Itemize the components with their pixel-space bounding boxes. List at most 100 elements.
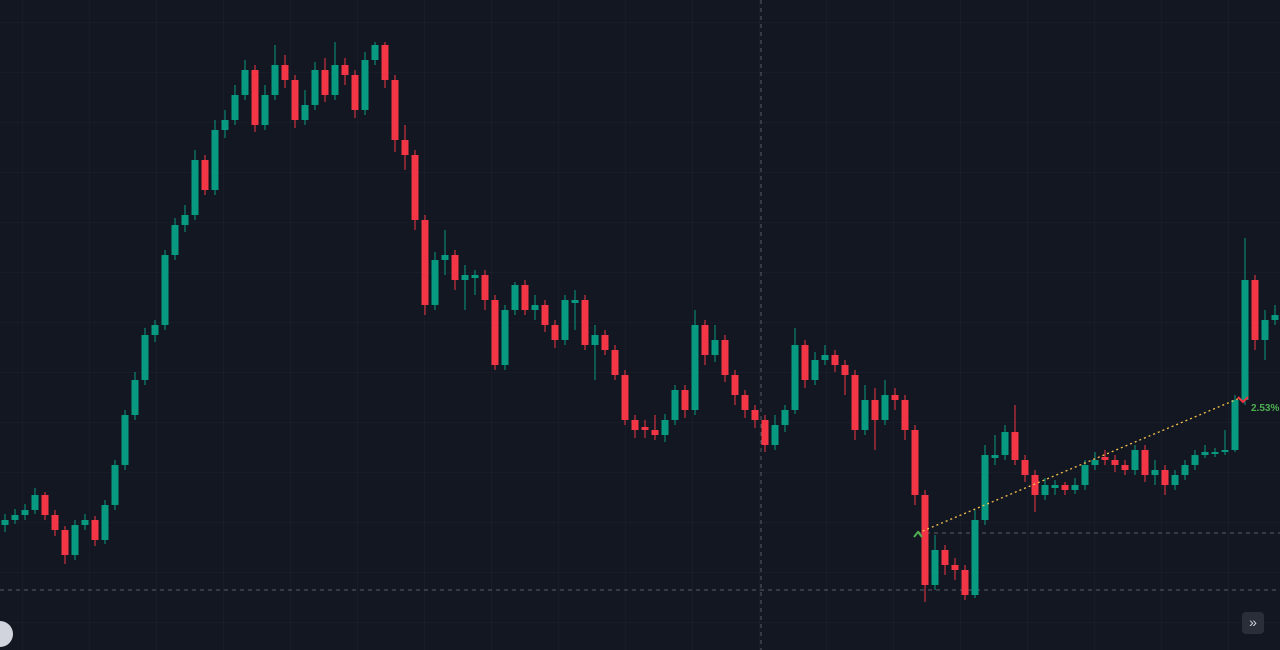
candle-body — [91, 520, 99, 540]
candle-body — [371, 45, 379, 60]
candle-body — [591, 335, 599, 345]
candle-body — [71, 525, 79, 555]
candle-body — [771, 425, 779, 445]
candle-body — [1161, 470, 1169, 485]
candle-body — [581, 300, 589, 345]
candle-body — [1081, 465, 1089, 485]
candle-body — [881, 395, 889, 420]
candle-body — [241, 70, 249, 95]
candle-body — [911, 430, 919, 495]
candle-body — [1131, 450, 1139, 470]
candle-body — [351, 75, 359, 110]
candle-body — [541, 305, 549, 325]
candle-body — [201, 160, 209, 190]
measure-end — [1237, 396, 1249, 404]
candle-body — [141, 335, 149, 380]
candle-body — [1261, 320, 1269, 340]
candle-body — [1231, 400, 1239, 450]
scroll-button[interactable]: » — [1242, 612, 1264, 634]
candle-body — [1121, 465, 1129, 470]
candle-body — [501, 310, 509, 365]
candle-body — [391, 80, 399, 140]
candle-body — [211, 130, 219, 190]
candle-body — [521, 285, 529, 310]
logo — [0, 621, 13, 647]
candle-body — [381, 45, 389, 80]
candle-body — [561, 300, 569, 340]
candle-body — [741, 395, 749, 410]
candle-body — [1191, 455, 1199, 465]
candle-body — [341, 65, 349, 75]
candle-body — [621, 375, 629, 420]
candle-body — [1101, 457, 1109, 460]
candle-body — [531, 305, 539, 310]
candle-body — [21, 510, 29, 515]
candle-body — [441, 255, 449, 260]
candle-body — [361, 60, 369, 110]
candle-body — [981, 455, 989, 520]
candle-body — [871, 400, 879, 420]
candle-body — [861, 400, 869, 430]
candle-body — [601, 335, 609, 350]
candle-body — [891, 395, 899, 400]
measure-label: 2.53% — [1251, 403, 1279, 414]
candle-body — [1051, 485, 1059, 488]
candle-body — [651, 430, 659, 435]
candle-body — [961, 570, 969, 595]
candle-body — [1011, 432, 1019, 460]
candle-body — [151, 325, 159, 335]
candle-body — [481, 275, 489, 300]
candle-body — [821, 355, 829, 360]
candle-body — [901, 400, 909, 430]
candle-body — [131, 380, 139, 415]
candle-body — [1001, 432, 1009, 455]
candle-body — [841, 365, 849, 375]
candle-body — [681, 390, 689, 410]
candle-body — [181, 215, 189, 225]
candle-body — [661, 420, 669, 435]
candle-body — [1061, 485, 1069, 490]
candle-body — [1201, 452, 1209, 455]
candle-body — [81, 520, 89, 525]
candle-body — [231, 95, 239, 120]
candle-body — [321, 70, 329, 95]
candle-body — [1111, 460, 1119, 465]
candle-body — [1181, 465, 1189, 475]
candle-body — [721, 340, 729, 375]
candle-body — [751, 410, 759, 420]
candle-body — [331, 65, 339, 95]
candle-body — [731, 375, 739, 395]
candle-body — [1, 520, 9, 525]
candle-body — [551, 325, 559, 340]
candle-body — [951, 565, 959, 570]
candle-body — [1211, 452, 1219, 454]
candle-body — [261, 95, 269, 125]
candle-body — [1031, 475, 1039, 495]
candle-body — [761, 420, 769, 445]
candle-body — [991, 455, 999, 458]
candle-body — [511, 285, 519, 310]
candle-body — [51, 515, 59, 530]
candle-body — [471, 275, 479, 278]
candle-body — [1041, 485, 1049, 495]
candle-body — [701, 325, 709, 355]
candle-body — [691, 325, 699, 410]
candle-body — [931, 550, 939, 585]
candle-body — [571, 300, 579, 303]
candle-body — [101, 505, 109, 540]
candle-body — [811, 360, 819, 380]
candle-body — [781, 410, 789, 425]
candle-body — [41, 495, 49, 515]
measure-line — [917, 397, 1241, 534]
candle-body — [1241, 280, 1249, 400]
candle-body — [421, 220, 429, 305]
candle-body — [1271, 315, 1279, 320]
candle-body — [411, 155, 419, 220]
candle-body — [491, 300, 499, 365]
candle-body — [791, 345, 799, 410]
candle-body — [971, 520, 979, 595]
candles — [1, 42, 1279, 602]
